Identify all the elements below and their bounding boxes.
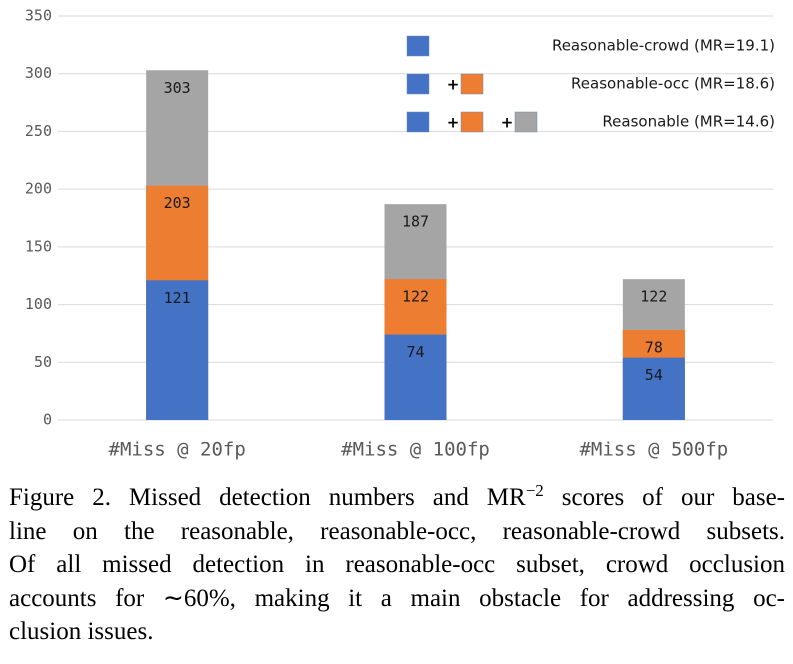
value-label: 303: [164, 79, 191, 97]
bar: [384, 334, 447, 420]
caption: Figure 2. Missed detection numbers and M…: [9, 481, 785, 649]
caption-line: Of all missed detection in reasonable-oc…: [9, 551, 785, 578]
y-tick-label: 0: [43, 411, 52, 429]
legend-label: Reasonable-crowd (MR=19.1): [552, 37, 775, 55]
x-tick-label: #Miss @ 100fp: [341, 439, 490, 461]
legend-swatch: [406, 111, 430, 133]
value-label: 122: [640, 288, 667, 306]
caption-text: scores of our base-: [543, 484, 785, 511]
y-tick-label: 250: [25, 122, 52, 140]
legend-plus: +: [501, 114, 514, 132]
value-label: 121: [164, 289, 191, 307]
value-label: 203: [164, 194, 191, 212]
value-label: 78: [645, 338, 663, 356]
caption-line: line on the reasonable, reasonable-occ, …: [9, 517, 785, 545]
y-tick-label: 200: [25, 180, 52, 198]
x-tick-label: #Miss @ 20fp: [109, 439, 246, 461]
legend-swatch: [460, 111, 484, 133]
caption-line: clusion issues.: [9, 618, 154, 645]
legend-swatch: [406, 73, 430, 95]
chart: 0 50 100 150 200 250 300 350 #Miss @ 20fp 303 203 1…: [25, 7, 775, 461]
legend-swatch: [514, 111, 538, 133]
value-label: 122: [402, 288, 429, 306]
caption-superscript: −2: [525, 481, 544, 500]
y-tick-label: 150: [25, 237, 52, 255]
caption-line: Figure 2. Missed detection numbers and M…: [9, 481, 785, 515]
legend-label: Reasonable-occ (MR=18.6): [571, 75, 775, 93]
legend-plus: +: [447, 114, 460, 132]
legend-swatch: [406, 35, 430, 57]
legend-swatch: [460, 73, 484, 95]
value-label: 187: [402, 213, 429, 231]
y-tick-label: 100: [25, 295, 52, 313]
bar: [146, 280, 209, 420]
legend-label: Reasonable (MR=14.6): [602, 113, 775, 131]
y-tick-label: 350: [25, 7, 52, 25]
caption-line: accounts for ∼60%, making it a main obst…: [9, 584, 785, 612]
bar: [622, 357, 685, 420]
caption-text: Figure 2. Missed detection numbers and M…: [9, 484, 526, 511]
y-tick-label: 50: [34, 353, 52, 371]
value-label: 74: [406, 343, 424, 361]
y-tick-label: 300: [25, 64, 52, 82]
x-tick-label: #Miss @ 500fp: [579, 439, 728, 461]
value-label: 54: [645, 366, 663, 384]
legend-plus: +: [447, 76, 460, 94]
